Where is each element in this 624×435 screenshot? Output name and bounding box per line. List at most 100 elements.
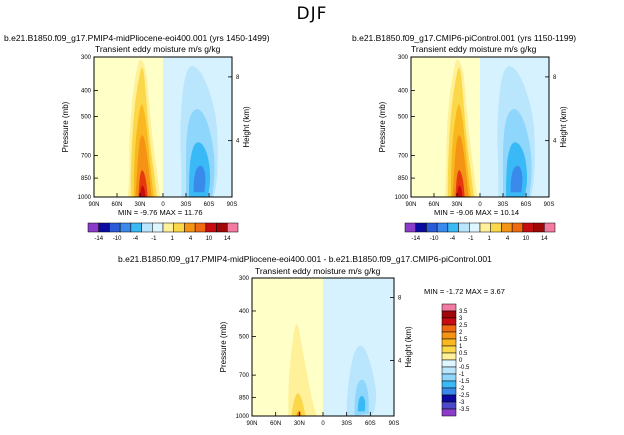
- panel2-colorbar-cell-1: [415, 222, 427, 233]
- panel3-ytick-label-1: 400: [239, 309, 250, 315]
- panel3-colorbar-label-9: -1: [459, 372, 465, 378]
- panel3-colorbar-cell-1: [441, 310, 457, 319]
- panel3-colorbar-cell-8: [441, 359, 457, 368]
- panel3-warm-contour-2: [291, 393, 306, 416]
- panel3-colorbar-cell-2: [441, 317, 457, 326]
- panel2-stats: MIN = -9.06 MAX = 10.14: [434, 208, 520, 217]
- panel3-colorbar: 3.532.521.510.50-0.5-1-1.5-2-2.5-3-3.5: [441, 303, 470, 417]
- panel1-xtick-label-1: 60N: [111, 202, 122, 208]
- panel2-colorbar-cell-7: [479, 222, 491, 233]
- panel3-colorbar-cell-13: [441, 394, 457, 403]
- panel1-xtick-label-5: 60S: [204, 202, 215, 208]
- panel3-colorbar-cell-5: [441, 338, 457, 347]
- panel2-colorbar-cell-4: [447, 222, 459, 233]
- panel3-xtick-label-6: 90S: [389, 421, 400, 427]
- panel3-ytick-label-0: 300: [239, 276, 250, 282]
- panel1-ytick-label-3: 700: [81, 154, 92, 160]
- panel2-colorbar-cell-5: [458, 222, 470, 233]
- panel2-xtick-label-1: 60N: [428, 202, 439, 208]
- panel2-ytick-label-0: 300: [398, 55, 409, 61]
- panel3-ytick-label-4: 850: [239, 395, 250, 401]
- panel1-ytick-label-1: 400: [81, 88, 92, 94]
- panel3-rtick-label-1: 4: [398, 358, 402, 364]
- panel3-colorbar-cell-7: [441, 352, 457, 361]
- panel2-colorbar-label-2: -4: [450, 236, 456, 242]
- panel2-colorbar-cell-0: [404, 222, 416, 233]
- panel2-colorbar-label-0: -14: [411, 236, 420, 242]
- panel1-subtitle: Transient eddy moisture m/s g/kg: [95, 44, 221, 54]
- panel3-ytick-label-3: 700: [239, 373, 250, 379]
- panel2-ytick-label-4: 850: [398, 176, 409, 182]
- panel1-xtick-label-6: 90S: [227, 202, 238, 208]
- panel3-xtick-label-2: 30N: [294, 421, 305, 427]
- panel2-colorbar-cell-6: [469, 222, 481, 233]
- panel3-ytick-label-2: 500: [239, 335, 250, 341]
- panel1-rtick-label-0: 8: [236, 75, 240, 81]
- panel1-colorbar-label-3: -1: [151, 236, 157, 242]
- panel3-ylabel: Pressure (mb): [219, 321, 228, 372]
- panel2-cool-contour-4: [510, 165, 523, 193]
- panel2-colorbar-cell-8: [490, 222, 502, 233]
- panel3-ytick-label-5: 1000: [236, 414, 250, 420]
- panel2-contours: [444, 59, 535, 197]
- panel3-colorbar-cell-6: [441, 345, 457, 354]
- panel2-xtick-label-0: 90N: [405, 202, 416, 208]
- panel3-colorbar-cell-11: [441, 380, 457, 389]
- panel1-ytick-label-4: 850: [81, 176, 92, 182]
- panel3-xtick-label-0: 90N: [246, 421, 257, 427]
- panel3-colorbar-label-10: -1.5: [459, 379, 470, 385]
- panel3-colorbar-label-5: 1: [459, 344, 463, 350]
- panel1-contours: [127, 59, 218, 197]
- panel2-ytick-label-5: 1000: [395, 195, 409, 201]
- panel2-colorbar-label-6: 10: [523, 236, 530, 242]
- panel1-colorbar-cell-9: [184, 222, 196, 233]
- panel1-ytick-label-0: 300: [81, 55, 92, 61]
- panel3-xtick-label-4: 30S: [341, 421, 352, 427]
- panel3-colorbar-label-14: -3.5: [459, 407, 470, 413]
- panel1-colorbar-label-2: -4: [133, 236, 139, 242]
- panel2-colorbar-label-3: -1: [468, 236, 474, 242]
- panel3-colorbar-label-2: 2.5: [459, 323, 468, 329]
- panel3-colorbar-label-12: -2.5: [459, 393, 470, 399]
- panel3-colorbar-label-7: 0: [459, 358, 463, 364]
- panel2-colorbar-cell-2: [426, 222, 438, 233]
- panel2-ytick-label-1: 400: [398, 88, 409, 94]
- panel3-warm-contour-1: [288, 323, 317, 416]
- panel1-ytick-label-2: 500: [81, 114, 92, 120]
- panel1-xtick-label-0: 90N: [88, 202, 99, 208]
- panel2-xtick-label-5: 60S: [521, 202, 532, 208]
- panel2-title: b.e21.B1850.f09_g17.CMIP6-piControl.001 …: [352, 33, 577, 43]
- panel3-xtick-label-5: 60S: [365, 421, 376, 427]
- panel1-colorbar-cell-0: [87, 222, 99, 233]
- panel2-ytick-label-3: 700: [398, 154, 409, 160]
- panel2-xtick-label-6: 90S: [544, 202, 555, 208]
- panel1-ylabel: Pressure (mb): [61, 101, 70, 152]
- panel1-colorbar-cell-6: [152, 222, 164, 233]
- panel3-subtitle: Transient eddy moisture m/s g/kg: [255, 266, 381, 276]
- panel3-colorbar-label-0: 3.5: [459, 309, 468, 315]
- panel3-colorbar-cell-0: [441, 303, 457, 312]
- panel3-chart: 90N 60N 30N 0 30S 60S 90S 300 400 500 700 850 1000 8 4…: [219, 276, 413, 427]
- panel3-ylabel-right: Height (km): [404, 326, 413, 368]
- panel1-colorbar-cell-12: [216, 222, 228, 233]
- panel3-contours: [288, 323, 377, 416]
- panel3-colorbar-cell-3: [441, 324, 457, 333]
- panel3-colorbar-label-11: -2: [459, 386, 465, 392]
- panel1-ylabel-right: Height (km): [242, 106, 251, 148]
- panel2-xtick-label-2: 30N: [451, 202, 462, 208]
- panel1-colorbar-label-7: 14: [224, 236, 231, 242]
- panel1-title: b.e21.B1850.f09_g17.PMIP4-midPliocene-eo…: [4, 33, 270, 43]
- panel3-colorbar-label-13: -3: [459, 400, 465, 406]
- panel1-colorbar-cell-13: [227, 222, 239, 233]
- panel3-xtick-label-3: 0: [321, 421, 325, 427]
- panel1-colorbar-cell-8: [173, 222, 185, 233]
- panel3-rtick-label-0: 8: [398, 296, 402, 302]
- panel3-colorbar-label-3: 2: [459, 330, 463, 336]
- panel2-xtick-label-4: 30S: [498, 202, 509, 208]
- panel1-rtick-label-1: 4: [236, 139, 240, 145]
- panel2-colorbar-label-7: 14: [541, 236, 548, 242]
- panel1-cool-contour-4: [193, 165, 206, 193]
- panel3-colorbar-cell-12: [441, 387, 457, 396]
- panel2-subtitle: Transient eddy moisture m/s g/kg: [411, 44, 537, 54]
- panel2-warm-contour-6: [457, 185, 463, 197]
